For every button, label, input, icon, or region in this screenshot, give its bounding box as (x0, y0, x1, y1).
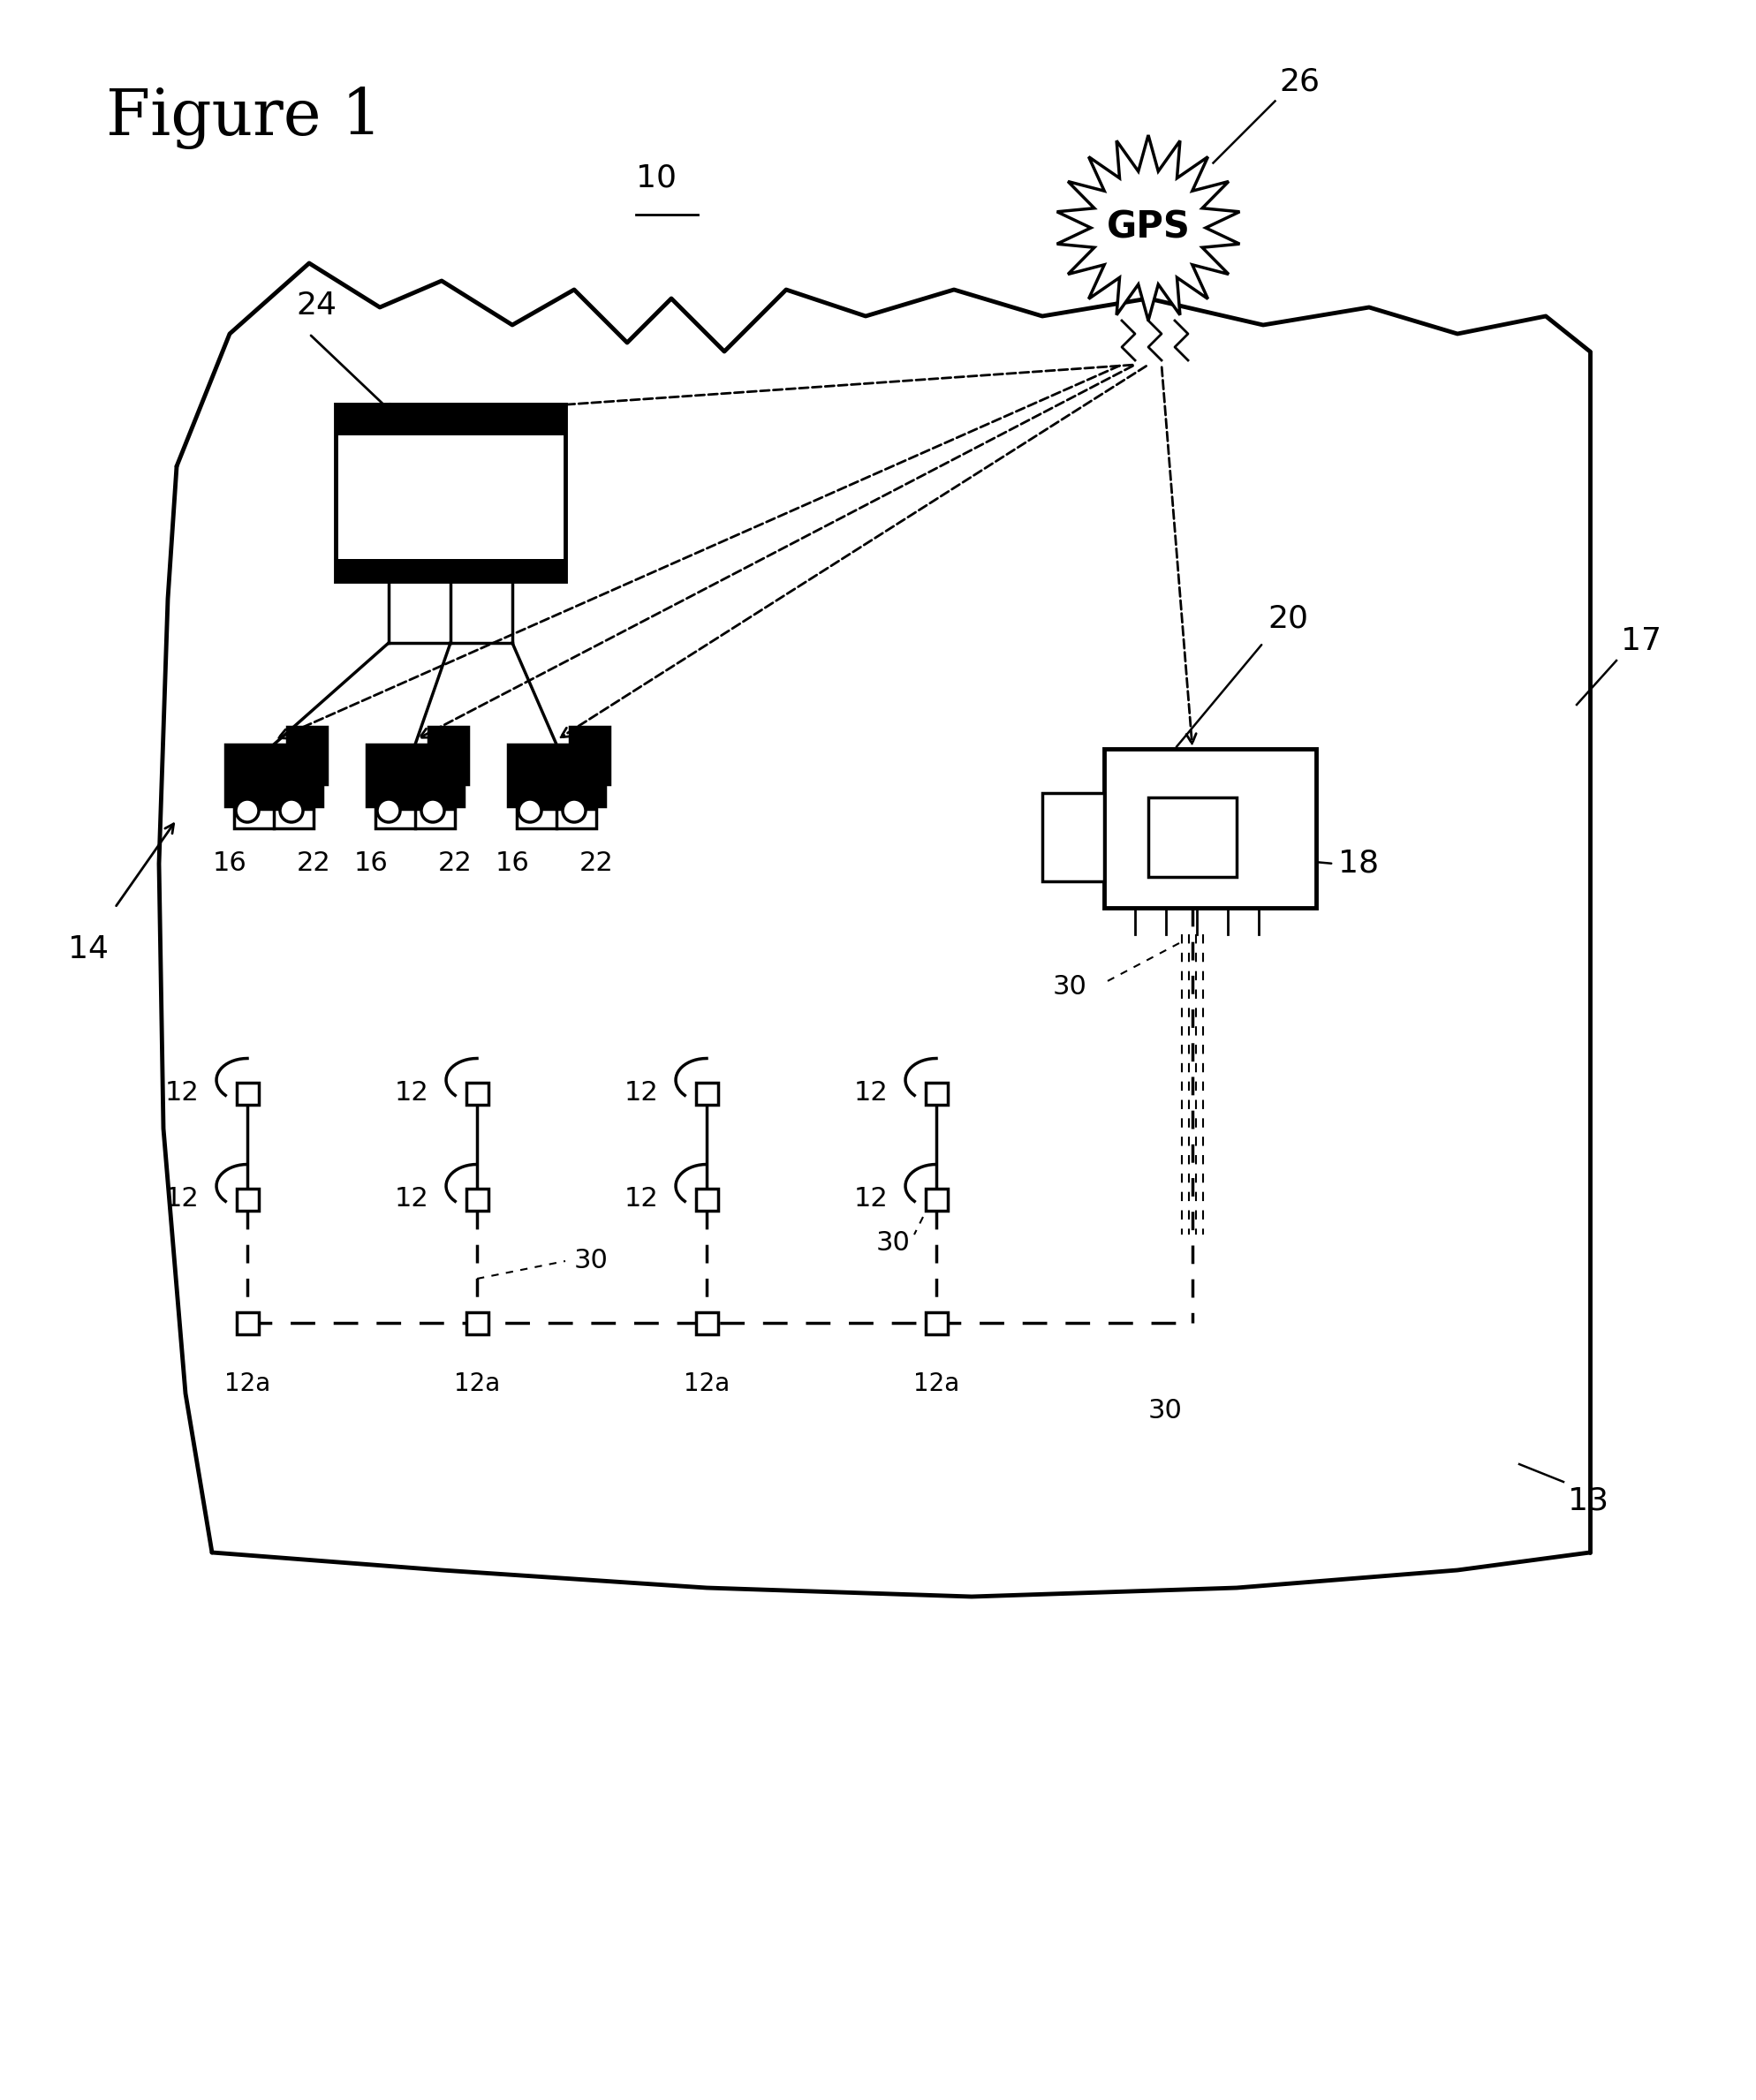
Text: Figure 1: Figure 1 (105, 86, 383, 149)
Text: 12a: 12a (453, 1371, 500, 1397)
Bar (234, 808, 314, 827)
Circle shape (235, 800, 258, 823)
Text: 10: 10 (636, 162, 676, 193)
Text: 22: 22 (297, 850, 330, 876)
Bar (925, 1082, 946, 1105)
Bar (1148, 798, 1236, 878)
Polygon shape (1057, 134, 1240, 321)
Bar (569, 727, 609, 783)
Bar (925, 1312, 946, 1334)
Bar (367, 743, 464, 806)
Text: 12: 12 (165, 1186, 198, 1212)
Bar (428, 727, 469, 783)
Text: 12a: 12a (225, 1371, 270, 1397)
Text: 12: 12 (393, 1186, 428, 1212)
Circle shape (562, 800, 587, 823)
Text: 12: 12 (623, 1186, 658, 1212)
Bar (225, 743, 323, 806)
Bar (465, 1189, 488, 1210)
Bar (237, 1082, 258, 1105)
Bar (695, 1312, 718, 1334)
Text: 30: 30 (876, 1231, 910, 1256)
Text: 18: 18 (1338, 848, 1378, 878)
Bar (335, 405, 565, 435)
Bar (237, 1189, 258, 1210)
Text: 12: 12 (623, 1082, 658, 1107)
Text: 16: 16 (495, 850, 529, 876)
Text: 16: 16 (212, 850, 248, 876)
Bar (695, 1082, 718, 1105)
Text: 12: 12 (165, 1082, 198, 1107)
Text: 30: 30 (574, 1247, 609, 1275)
Text: 13: 13 (1568, 1487, 1608, 1516)
Bar (695, 1189, 718, 1210)
Text: 24: 24 (297, 290, 337, 321)
Bar (507, 743, 606, 806)
Text: 12: 12 (853, 1082, 889, 1107)
Bar (286, 727, 327, 783)
Bar (335, 559, 565, 582)
Text: 12a: 12a (913, 1371, 959, 1397)
Circle shape (378, 800, 400, 823)
Circle shape (279, 800, 304, 823)
Text: 12a: 12a (683, 1371, 730, 1397)
Text: 20: 20 (1268, 605, 1308, 634)
Bar (1105, 750, 1315, 907)
Bar (1043, 794, 1105, 882)
Bar (237, 1312, 258, 1334)
Bar (516, 808, 597, 827)
Bar (376, 808, 455, 827)
Bar (465, 1082, 488, 1105)
Text: 30: 30 (1148, 1399, 1182, 1424)
Text: 12: 12 (393, 1082, 428, 1107)
Bar (465, 1312, 488, 1334)
Text: 16: 16 (355, 850, 388, 876)
Circle shape (518, 800, 541, 823)
Text: 12: 12 (853, 1186, 889, 1212)
Text: GPS: GPS (1106, 210, 1191, 246)
Text: 30: 30 (1052, 974, 1087, 1000)
Circle shape (421, 800, 444, 823)
Text: 17: 17 (1621, 626, 1661, 655)
Text: 14: 14 (68, 935, 109, 964)
Text: 26: 26 (1280, 67, 1321, 97)
Text: 22: 22 (579, 850, 613, 876)
Bar (925, 1189, 946, 1210)
Bar (335, 405, 565, 582)
Text: 22: 22 (437, 850, 472, 876)
